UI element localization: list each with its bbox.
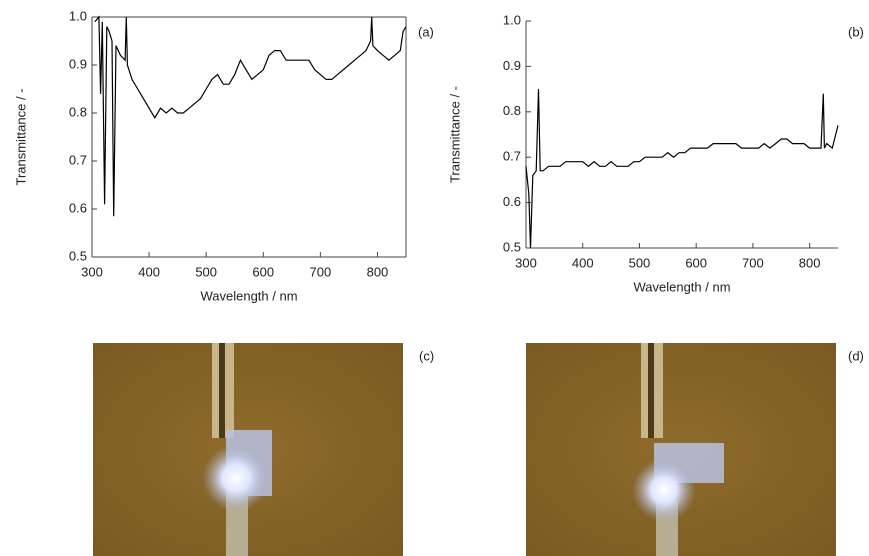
x-tick-label: 600: [252, 264, 274, 279]
photo-c: [93, 343, 403, 556]
y-tick-label: 0.8: [69, 104, 87, 119]
x-tick-label: 600: [685, 255, 707, 270]
x-tick-label: 500: [629, 255, 651, 270]
panel-label: (a): [418, 24, 434, 39]
y-tick-label: 1.0: [69, 8, 87, 23]
y-tick-label: 0.7: [503, 149, 521, 164]
x-tick-label: 700: [310, 264, 332, 279]
y-axis-title: Transmittance / -: [13, 88, 28, 185]
x-tick-label: 300: [81, 264, 103, 279]
x-tick-label: 700: [742, 255, 764, 270]
y-tick-label: 0.6: [69, 200, 87, 215]
photo-d: [526, 343, 836, 556]
panel-label: (b): [848, 24, 864, 39]
x-tick-label: 300: [515, 255, 537, 270]
y-tick-label: 0.6: [503, 194, 521, 209]
y-tick-label: 0.5: [503, 239, 521, 254]
y-tick-label: 0.9: [503, 58, 521, 73]
y-tick-label: 1.0: [503, 12, 521, 27]
x-tick-label: 800: [799, 255, 821, 270]
spectrum-line: [525, 89, 839, 249]
x-axis-title: Wavelength / nm: [200, 288, 297, 303]
x-tick-label: 400: [138, 264, 160, 279]
x-tick-label: 500: [195, 264, 217, 279]
panel-label: (c): [419, 348, 434, 363]
x-axis-title: Wavelength / nm: [633, 279, 730, 294]
y-tick-label: 0.5: [69, 248, 87, 263]
x-tick-label: 800: [367, 264, 389, 279]
x-tick-label: 400: [572, 255, 594, 270]
y-tick-label: 0.9: [69, 56, 87, 71]
spectrum-line: [94, 15, 407, 217]
y-tick-label: 0.7: [69, 152, 87, 167]
panel-label: (d): [848, 348, 864, 363]
y-axis-title: Transmittance / -: [447, 86, 462, 183]
y-tick-label: 0.8: [503, 103, 521, 118]
